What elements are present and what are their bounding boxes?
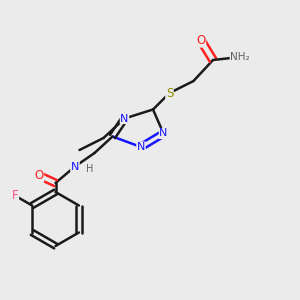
Text: N: N [71, 161, 79, 172]
Text: N: N [137, 142, 145, 152]
Text: NH₂: NH₂ [230, 52, 250, 62]
Text: S: S [166, 86, 173, 100]
Text: F: F [12, 189, 19, 202]
Text: N: N [159, 128, 168, 139]
Text: O: O [196, 34, 206, 47]
Text: N: N [120, 113, 129, 124]
Text: H: H [85, 164, 93, 175]
Text: O: O [34, 169, 43, 182]
